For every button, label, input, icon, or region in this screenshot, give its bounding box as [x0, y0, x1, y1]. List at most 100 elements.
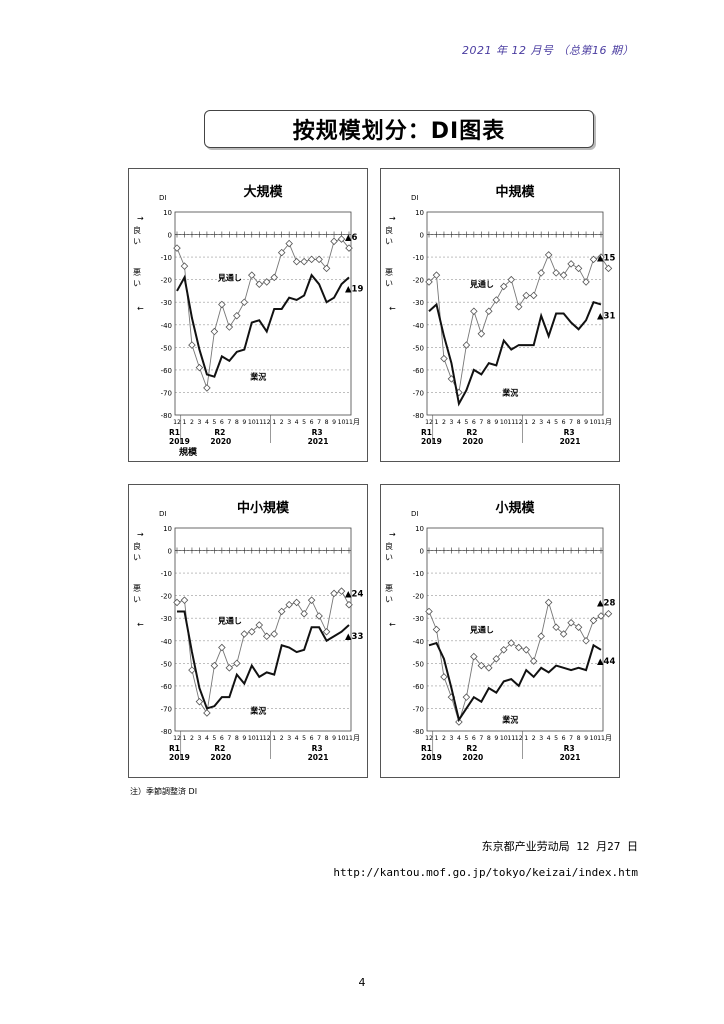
x-tick-label: 6 [220, 419, 224, 426]
chart-panel-small-medium: 中小規模 DI → 良い悪い ← 10 0 -10 -20 -30 -40 -50 -60 -70 -80 1… [128, 484, 368, 778]
x-tick-label: 9 [332, 735, 336, 742]
source-org-date: 东京都产业劳动局 12 月27 日 [481, 840, 638, 853]
forecast-point [233, 311, 241, 320]
forecast-point [330, 589, 338, 598]
y-tick-label: -20 [161, 593, 172, 601]
x-tick-label: 4 [547, 735, 551, 742]
forecast-point [292, 257, 301, 266]
y-tick-label: -30 [413, 299, 424, 307]
x-tick-label: 5 [212, 419, 216, 426]
era-label: R2 [466, 428, 477, 437]
chart-panel-large: 大規模 DI → 良い悪い ← 10 0 -10 -20 -30 -40 -50 -60 -70 -80 12… [128, 168, 368, 462]
forecast-line [176, 238, 350, 389]
forecast-point [248, 271, 256, 279]
y-bad-label: い [133, 279, 141, 288]
footnote: 注）季節調整済 DI [130, 787, 198, 796]
y-good-label: い [133, 237, 141, 246]
x-tick-label: 6 [472, 735, 476, 742]
forecast-point [262, 278, 271, 286]
x-tick-label: 1 [524, 735, 528, 742]
source-url[interactable]: http://kantou.mof.go.jp/tokyo/keizai/ind… [333, 866, 638, 879]
x-tick-label: 6 [310, 419, 314, 426]
y-good-label: い [133, 553, 141, 562]
forecast-point [225, 664, 234, 672]
current-line [428, 301, 602, 407]
forecast-point [180, 596, 189, 604]
forecast-point [188, 341, 196, 349]
chart-panel-medium: 中規模 DI → 良い悪い ← 10 0 -10 -20 -30 -40 -50 -60 -70 -80 12… [380, 168, 620, 462]
y-tick-label: -40 [413, 322, 424, 330]
x-tick-label: 8 [235, 419, 239, 426]
forecast-point [522, 291, 530, 300]
forecast-point [285, 600, 293, 609]
forecast-point [307, 596, 316, 604]
series-label-current: 業況 [501, 715, 518, 725]
x-tick-label: 6 [472, 419, 476, 426]
forecast-point [544, 251, 553, 259]
forecast-point [218, 643, 226, 652]
arrow-down-icon: ← [137, 620, 144, 629]
forecast-point [470, 652, 478, 661]
era-label: R3 [312, 744, 323, 753]
issue-header: 2021 年 12 月号 （总第16 期） [462, 44, 634, 57]
x-tick-label: 9 [242, 735, 246, 742]
y-tick-label: -60 [413, 367, 424, 375]
y-bad-label: い [133, 595, 141, 604]
x-tick-label: 5 [554, 419, 558, 426]
x-tick-label: 11 [597, 419, 605, 426]
x-tick-label: 9 [584, 419, 588, 426]
forecast-point [567, 618, 575, 627]
arrow-down-icon: ← [137, 304, 144, 313]
x-tick-label: 2 [442, 419, 446, 426]
x-tick-label: 12 [173, 735, 181, 742]
current-line [176, 273, 350, 378]
x-tick-label: 8 [235, 735, 239, 742]
forecast-point [195, 363, 204, 372]
forecast-point [210, 661, 219, 670]
y-tick-label: -80 [413, 728, 424, 736]
forecast-point [240, 298, 249, 306]
x-tick-label: 1 [524, 419, 528, 426]
forecast-point [574, 264, 583, 273]
forecast-point [270, 630, 278, 638]
arrow-up-icon: → [389, 530, 396, 539]
forecast-point [559, 630, 568, 638]
y-good-label: 良 [133, 541, 141, 551]
x-tick-label: 7 [569, 735, 573, 742]
x-month-label: 月 [353, 734, 360, 742]
x-tick-label: 12 [263, 419, 271, 426]
forecast-point [492, 655, 501, 663]
x-tick-label: 12 [425, 735, 433, 742]
arrow-down-icon: ← [389, 620, 396, 629]
end-label-current: ▲33 [345, 632, 363, 642]
forecast-point [604, 609, 613, 618]
page-number: 4 [358, 976, 366, 989]
y-tick-label: -70 [161, 705, 172, 713]
forecast-point [432, 625, 441, 634]
y-good-label: い [385, 237, 393, 246]
forecast-point [470, 307, 478, 316]
x-tick-label: 11 [597, 735, 605, 742]
x-tick-label: 1 [183, 419, 187, 426]
x-tick-label: 5 [554, 735, 558, 742]
x-tick-label: 2 [190, 419, 194, 426]
y-tick-label: -40 [413, 638, 424, 646]
x-tick-label: 11 [507, 419, 515, 426]
year-label: 2019 [169, 753, 190, 762]
x-month-label: 月 [605, 734, 612, 742]
series-label-forecast: 見通し [469, 625, 494, 635]
x-tick-label: 7 [479, 735, 483, 742]
y-unit-label: DI [159, 194, 166, 202]
end-label-forecast: ▲24 [345, 590, 363, 600]
y-bad-label: 悪 [385, 584, 393, 593]
forecast-point [522, 646, 530, 654]
forecast-point [529, 291, 538, 300]
forecast-point [218, 300, 226, 309]
x-tick-label: 10 [338, 735, 346, 742]
y-bad-label: 悪 [133, 268, 141, 277]
forecast-point [552, 623, 560, 632]
forecast-point [462, 693, 471, 701]
chart-title: 大規模 [243, 184, 283, 200]
x-tick-label: 9 [242, 419, 246, 426]
forecast-point [529, 657, 538, 665]
